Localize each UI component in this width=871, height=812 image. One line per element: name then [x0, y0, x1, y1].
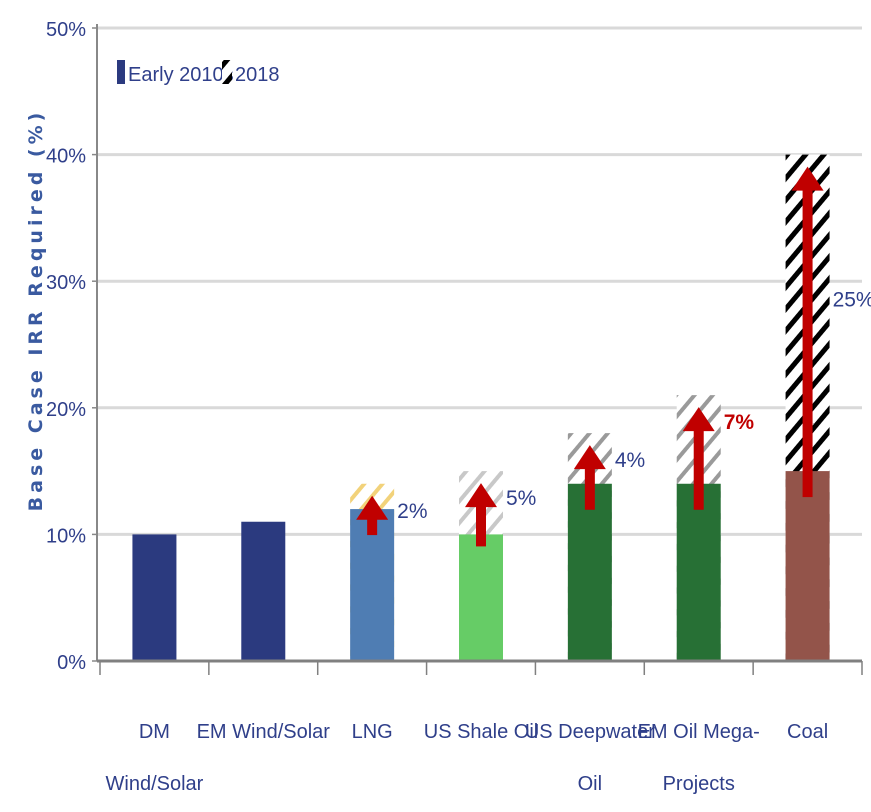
category-label: DM Wind/Solar	[106, 721, 204, 795]
increase-arrows	[356, 166, 824, 547]
increase-arrow	[791, 166, 824, 498]
legend-swatch-early-2010s	[117, 60, 125, 84]
y-tick-label: 20%	[46, 399, 86, 421]
bar-early-2010s	[132, 534, 177, 661]
bar-early-2010s	[785, 471, 830, 661]
y-tick-label: 40%	[46, 146, 86, 168]
bar-early-2010s	[676, 483, 721, 661]
increase-label: 2%	[397, 500, 427, 523]
y-tick-label: 10%	[46, 525, 86, 547]
legend: Early 2010s 2018	[117, 60, 280, 86]
gridlines	[97, 26, 862, 536]
increase-arrow	[356, 495, 389, 536]
legend-label-early-2010s: Early 2010s	[128, 64, 234, 86]
increase-labels: 2% 5% 4% 7% 25%	[397, 289, 871, 523]
increase-arrow	[573, 445, 606, 510]
category-label: US Shale Oil	[424, 721, 539, 743]
increase-arrow	[465, 483, 497, 547]
category-label: LNG	[352, 721, 393, 743]
bar-early-2010s	[567, 483, 612, 661]
increase-label: 25%	[833, 289, 871, 312]
y-tick-label: 50%	[46, 19, 86, 41]
y-axis: 0% 10% 20% 30% 40% 50%	[46, 19, 98, 674]
y-tick-label: 0%	[57, 652, 86, 674]
y-tick-label: 30%	[46, 272, 86, 294]
category-label: EM Wind/Solar	[197, 721, 331, 743]
legend-swatch-2018	[222, 60, 232, 84]
category-label: EM Oil Mega-Projects	[638, 721, 760, 795]
bars-early-2010s	[132, 471, 830, 661]
increase-label: 4%	[615, 449, 645, 472]
x-axis	[97, 659, 863, 675]
bar-early-2010s	[241, 521, 286, 661]
category-label: Coal	[787, 721, 828, 743]
legend-label-2018: 2018	[235, 64, 280, 86]
increase-arrow	[682, 407, 715, 510]
category-label: US Deepwater Oil	[525, 721, 655, 795]
bar-early-2010s	[459, 534, 503, 661]
increase-label: 7%	[724, 411, 755, 434]
y-axis-title: Base Case IRR Required (%)	[25, 109, 47, 512]
increase-label: 5%	[506, 487, 536, 510]
